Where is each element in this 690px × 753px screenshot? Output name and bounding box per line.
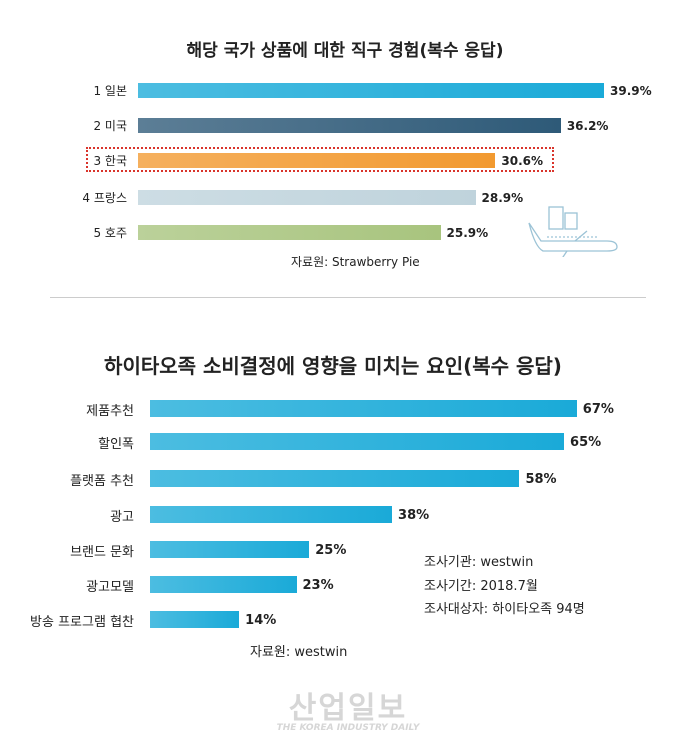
- category-label: 플랫폼 추천: [70, 474, 134, 489]
- chart1-title: 해당 국가 상품에 대한 직구 경험(복수 응답): [186, 41, 504, 61]
- bar: [138, 189, 476, 205]
- chart2-title: 하이타오족 소비결정에 영향을 미치는 요인(복수 응답): [104, 354, 562, 378]
- bar: [138, 152, 496, 168]
- watermark-logo: 산업일보 THE KOREA INDUSTRY DAILY: [276, 691, 420, 733]
- value-label: 58%: [525, 472, 557, 487]
- value-label: 30.6%: [501, 154, 544, 168]
- value-label: 36.2%: [566, 119, 609, 133]
- bar: [150, 505, 393, 523]
- chart1-source: 자료원: Strawberry Pie: [291, 255, 420, 269]
- category-label: 제품추천: [86, 404, 134, 419]
- category-label: 할인폭: [98, 437, 134, 452]
- category-label: 광고모델: [86, 580, 134, 595]
- value-label: 23%: [302, 578, 334, 593]
- category-label: 2 미국: [93, 119, 127, 133]
- category-label: 4 프랑스: [82, 191, 127, 205]
- bar: [150, 610, 240, 628]
- divider: [50, 297, 646, 298]
- cargo-plane-icon: [528, 206, 618, 257]
- category-label: 5 호주: [93, 226, 127, 240]
- survey-org: 조사기관: westwin: [424, 555, 534, 570]
- value-label: 28.9%: [481, 191, 524, 205]
- bar: [150, 469, 520, 487]
- bar: [150, 575, 297, 593]
- value-label: 65%: [570, 435, 602, 450]
- value-label: 14%: [245, 613, 277, 628]
- bar: [138, 82, 605, 98]
- value-label: 25%: [315, 543, 347, 558]
- category-label: 방송 프로그램 협찬: [30, 615, 134, 630]
- value-label: 67%: [582, 402, 614, 417]
- value-label: 39.9%: [610, 84, 652, 98]
- bar: [150, 432, 565, 450]
- bar: [150, 540, 310, 558]
- category-label: 1 일본: [93, 84, 127, 98]
- survey-period: 조사기간: 2018.7월: [424, 579, 538, 594]
- survey-target: 조사대상자: 하이타오족 94명: [424, 602, 585, 617]
- bar: [138, 224, 441, 240]
- value-label: 38%: [398, 508, 430, 523]
- bar: [150, 399, 577, 417]
- value-label: 25.9%: [446, 226, 489, 240]
- category-label: 3 한국: [93, 154, 127, 168]
- chart2-source: 자료원: westwin: [250, 645, 348, 660]
- category-label: 브랜드 문화: [70, 545, 134, 560]
- category-label: 광고: [110, 510, 134, 525]
- bar: [138, 117, 561, 133]
- highlight-box: [86, 147, 554, 172]
